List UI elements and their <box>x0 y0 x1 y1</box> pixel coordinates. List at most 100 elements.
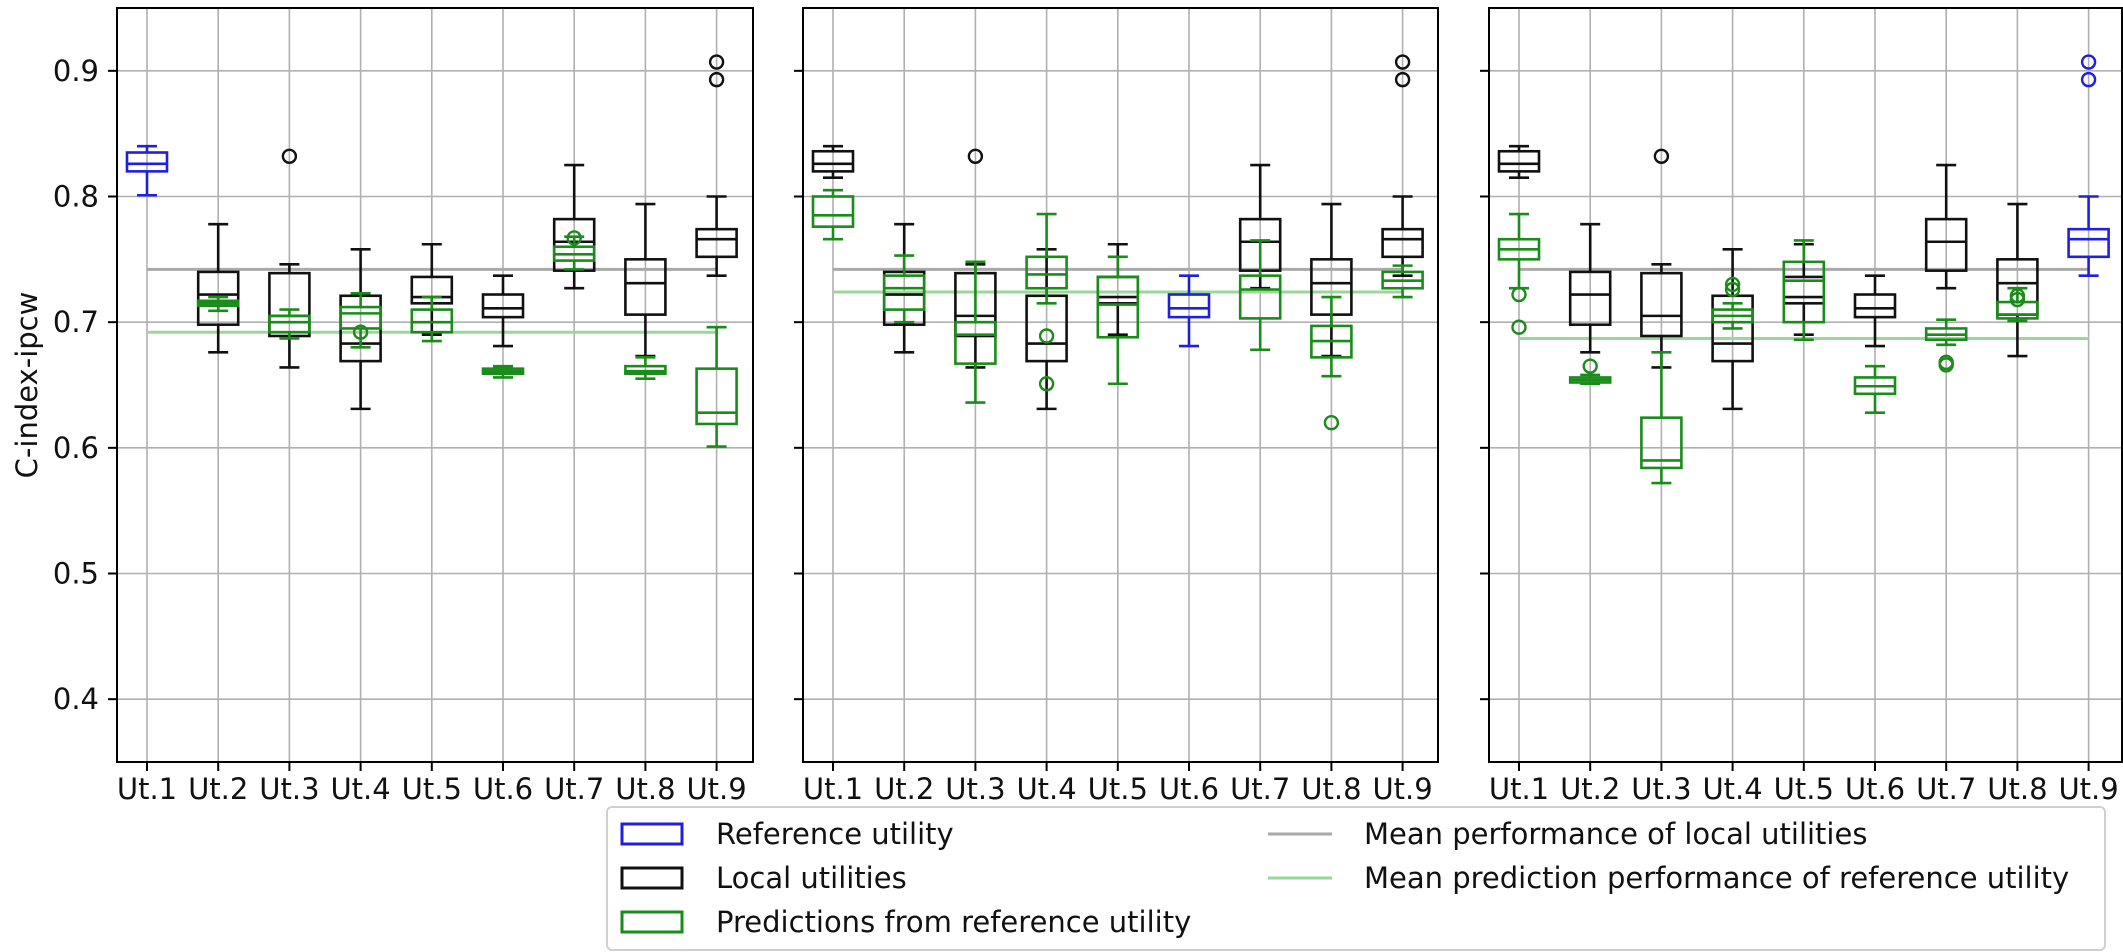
legend-swatch-reference <box>620 822 684 846</box>
legend-swatch-mean-prediction <box>1268 876 1332 880</box>
box-prediction-ut9 <box>1381 264 1424 299</box>
x-tick-label: Ut.1 <box>803 772 863 806</box>
flier-point <box>1511 319 1527 335</box>
box-prediction-ut7 <box>552 230 596 271</box>
panel-3: Ut.1 Ut.2 Ut.3 Ut.4 Ut.5 Ut.6 Ut.7 Ut.8 Ut.9 <box>1480 7 2123 806</box>
flier-point <box>2009 288 2026 304</box>
x-tick-label: Ut.6 <box>1159 772 1219 806</box>
box-body <box>2067 227 2110 259</box>
box-body <box>1238 274 1282 320</box>
x-tick-label: Ut.3 <box>1631 772 1691 806</box>
x-tick-label: Ut.8 <box>615 772 675 806</box>
box-prediction-ut2 <box>1568 358 1612 386</box>
box-body <box>695 227 738 259</box>
flier-point <box>708 54 725 70</box>
flier-point <box>352 324 369 340</box>
box-body <box>1497 149 1541 173</box>
box-body <box>695 367 738 426</box>
box-prediction-ut9 <box>695 325 738 448</box>
legend-label-local: Local utilities <box>716 861 907 895</box>
box-prediction-ut1 <box>1497 212 1541 335</box>
box-local-ut1 <box>1497 144 1541 179</box>
box-prediction-ut3 <box>1640 351 1683 485</box>
flier-point <box>1582 358 1598 374</box>
flier-point <box>1394 54 1411 70</box>
x-tick-label: Ut.4 <box>1016 772 1076 806</box>
x-tick-label: Ut.7 <box>1230 772 1290 806</box>
box-body <box>1782 260 1826 324</box>
y-tick-label: 0.9 <box>53 54 99 88</box>
x-tick-label: Ut.1 <box>117 772 177 806</box>
box-body <box>1640 271 1683 338</box>
x-tick-label: Ut.3 <box>259 772 319 806</box>
legend-swatch-local <box>620 866 684 890</box>
box-prediction-ut4 <box>339 291 382 349</box>
box-body <box>1096 275 1140 339</box>
flier-point <box>1724 281 1741 298</box>
flier-point <box>2080 54 2097 70</box>
axes-frame <box>116 7 754 763</box>
flier-point <box>967 148 984 164</box>
box-body <box>196 270 240 326</box>
flier-point <box>1653 148 1670 164</box>
box-body <box>624 258 667 316</box>
flier-point <box>566 230 582 246</box>
flier-point <box>2080 71 2097 88</box>
box-reference-ut1 <box>125 144 169 197</box>
legend-item-prediction: Predictions from reference utility <box>608 902 1191 942</box>
flier-point <box>1323 415 1340 431</box>
x-tick-label: Ut.7 <box>1916 772 1976 806</box>
box-local-ut6 <box>481 274 525 348</box>
box-prediction-ut7 <box>1924 318 1968 373</box>
box-prediction-ut4 <box>1025 212 1068 392</box>
box-body <box>1167 293 1211 319</box>
legend: Reference utility Local utilities Predic… <box>606 806 2106 951</box>
box-body <box>268 314 311 334</box>
box-body <box>1853 293 1897 319</box>
box-prediction-ut2 <box>882 254 926 324</box>
box-prediction-ut3 <box>954 260 997 404</box>
x-tick-label: Ut.9 <box>2058 772 2118 806</box>
box-prediction-ut8 <box>624 356 667 381</box>
flier-point <box>708 71 725 88</box>
flier-point <box>1394 71 1411 88</box>
box-prediction-ut7 <box>1238 239 1282 352</box>
box-body <box>1640 416 1683 470</box>
box-reference-ut9 <box>2067 54 2110 277</box>
x-tick-label: Ut.2 <box>188 772 248 806</box>
box-body <box>811 149 855 173</box>
legend-item-local: Local utilities <box>608 858 907 898</box>
x-tick-label: Ut.7 <box>544 772 604 806</box>
box-local-ut7 <box>1924 163 1968 290</box>
legend-label-reference: Reference utility <box>716 817 954 851</box>
box-local-ut2 <box>1568 222 1612 354</box>
legend-label-prediction: Predictions from reference utility <box>716 905 1192 939</box>
box-prediction-ut8 <box>1996 286 2039 323</box>
box-prediction-ut5 <box>1096 255 1140 386</box>
x-tick-label: Ut.8 <box>1301 772 1361 806</box>
box-prediction-ut6 <box>481 364 525 379</box>
x-tick-label: Ut.6 <box>1845 772 1905 806</box>
flier-point <box>1038 328 1055 344</box>
x-tick-label: Ut.5 <box>1774 772 1834 806</box>
x-tick-label: Ut.6 <box>473 772 533 806</box>
box-local-ut1 <box>811 144 855 179</box>
legend-swatch-prediction <box>620 910 684 934</box>
box-reference-ut6 <box>1167 274 1211 348</box>
legend-item-reference: Reference utility <box>608 814 954 854</box>
legend-item-mean-prediction: Mean prediction performance of reference… <box>1256 858 2069 898</box>
box-prediction-ut2 <box>196 295 240 313</box>
box-local-ut9 <box>1381 54 1424 277</box>
legend-label-mean-local: Mean performance of local utilities <box>1364 817 1868 851</box>
box-body <box>954 320 997 365</box>
x-tick-label: Ut.1 <box>1489 772 1549 806</box>
x-tick-label: Ut.2 <box>1560 772 1620 806</box>
box-body <box>339 305 382 330</box>
box-body <box>481 293 525 319</box>
axes-frame <box>802 7 1439 763</box>
box-prediction-ut5 <box>1782 239 1826 342</box>
box-local-ut8 <box>624 202 667 358</box>
x-tick-label: Ut.4 <box>330 772 390 806</box>
flier-point <box>1038 376 1055 392</box>
flier-point <box>1938 357 1954 373</box>
